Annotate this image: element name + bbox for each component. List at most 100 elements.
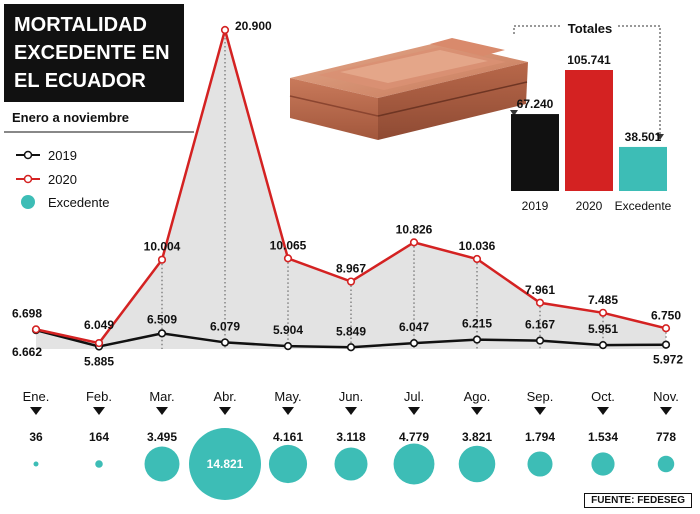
excess-bubble	[189, 428, 261, 500]
point-2020	[220, 25, 230, 35]
month-tick-label: May.	[274, 389, 301, 404]
month-arrow	[156, 407, 168, 415]
legend-item-2019: 2019	[16, 146, 77, 164]
month-tick-label: Feb.	[86, 389, 112, 404]
point-2020	[94, 338, 104, 348]
month-arrow	[282, 407, 294, 415]
subtitle-rule	[4, 131, 194, 133]
totals-category-label: 2020	[576, 199, 603, 213]
point-2019	[472, 335, 482, 344]
value-label-2020: 7.485	[588, 293, 618, 307]
value-label-2020: 6.049	[84, 318, 114, 332]
value-label-2020: 6.750	[651, 308, 681, 322]
month-arrow	[345, 407, 357, 415]
value-label-2020: 10.065	[270, 238, 307, 252]
subtitle: Enero a noviembre	[12, 110, 130, 125]
excess-bubble	[393, 443, 435, 485]
point-2020	[346, 277, 356, 286]
month-tick-label: Jul.	[404, 389, 424, 404]
title-line-3: EL ECUADOR	[14, 70, 146, 92]
excess-value-label: 4.779	[399, 430, 429, 444]
excess-row: 36 164 3.495 14.821 4.161 3.118 4.779 3.821 1.79…	[29, 428, 676, 500]
month-tick-label: Jun.	[339, 389, 364, 404]
month-arrow	[219, 407, 231, 415]
series-points	[31, 25, 671, 352]
point-2020	[535, 298, 545, 307]
value-label-2019: 5.885	[84, 355, 114, 369]
excess-bubble	[527, 451, 553, 477]
month-arrow	[408, 407, 420, 415]
legend-marker-2019	[16, 150, 40, 160]
excess-value-label: 3.495	[147, 430, 177, 444]
legend-label-2020: 2020	[48, 171, 77, 187]
point-2019	[409, 339, 419, 348]
value-label-2019: 5.904	[273, 323, 303, 337]
value-label-2020: 20.900	[235, 19, 272, 33]
excess-value-label: 164	[89, 430, 109, 444]
value-label-2020: 10.826	[396, 222, 433, 236]
source-note: FUENTE: FEDESEG	[584, 493, 692, 508]
totals-arrow-left	[510, 110, 518, 116]
value-label-2020: 10.036	[459, 239, 496, 253]
excess-bubble	[144, 446, 180, 482]
title-line-2: EXCEDENTE EN	[14, 42, 170, 64]
point-2020	[598, 308, 608, 317]
value-labels: 6.698 6.049 10.004 20.900 10.065 8.967 10.826 1…	[12, 19, 683, 369]
month-tick-label: Nov.	[653, 389, 679, 404]
month-tick-label: Ago.	[464, 389, 491, 404]
excess-value-label: 14.821	[207, 457, 244, 471]
totals-value-label: 38.501	[625, 130, 662, 144]
excess-value-label: 36	[29, 430, 43, 444]
point-2019	[220, 338, 230, 347]
legend-marker-2020	[16, 174, 40, 184]
excess-value-label: 1.794	[525, 430, 555, 444]
excess-value-label: 3.821	[462, 430, 492, 444]
totals-connector	[513, 25, 661, 134]
legend-item-excedente: Excedente	[16, 193, 109, 211]
area-2020-fill	[36, 30, 666, 349]
point-2020	[472, 254, 482, 264]
value-label-2019: 6.079	[210, 319, 240, 333]
excess-bubble	[95, 460, 103, 468]
month-tick-label: Abr.	[213, 389, 236, 404]
value-label-2020: 8.967	[336, 262, 366, 276]
legend-item-2020: 2020	[16, 170, 77, 188]
month-axis: Ene. Feb. Mar. Abr. May. Jun. Jul. Ago. Sep. Oct.…	[23, 389, 679, 415]
excess-bubble	[591, 452, 615, 476]
title-line-1: MORTALIDAD	[14, 14, 147, 36]
month-tick-label: Sep.	[527, 389, 554, 404]
totals-bar	[565, 70, 613, 191]
month-arrow	[93, 407, 105, 415]
totals-value-label: 105.741	[567, 53, 611, 67]
point-2019	[598, 341, 608, 350]
totals-bar	[619, 146, 667, 191]
totals-title: Totales	[568, 21, 613, 36]
excess-bubble	[334, 447, 368, 481]
value-label-2019: 6.662	[12, 345, 42, 359]
excess-value-label: 3.118	[336, 430, 366, 444]
value-label-2020: 10.004	[144, 240, 181, 254]
title-box: MORTALIDAD EXCEDENTE EN EL ECUADOR	[4, 4, 184, 102]
legend-label-excedente: Excedente	[48, 194, 110, 210]
excess-bubble	[33, 461, 39, 467]
point-2019	[283, 342, 293, 351]
point-2020	[283, 254, 293, 263]
excess-value-label: 778	[656, 430, 676, 444]
totals-bar	[511, 114, 559, 191]
month-arrow	[597, 407, 609, 415]
value-label-2019: 6.509	[147, 312, 177, 326]
coffin-illustration	[289, 38, 528, 140]
month-arrow	[30, 407, 42, 415]
legend-label-2019: 2019	[48, 147, 77, 163]
point-2019	[661, 340, 671, 349]
excess-bubble	[657, 455, 675, 473]
point-2019	[535, 336, 545, 345]
totals-category-label: 2019	[522, 199, 549, 213]
value-label-2019: 6.167	[525, 318, 555, 332]
month-tick-label: Ene.	[23, 389, 50, 404]
excess-bubble	[458, 445, 496, 483]
month-arrow	[660, 407, 672, 415]
point-2019	[157, 329, 167, 338]
month-tick-label: Mar.	[149, 389, 174, 404]
